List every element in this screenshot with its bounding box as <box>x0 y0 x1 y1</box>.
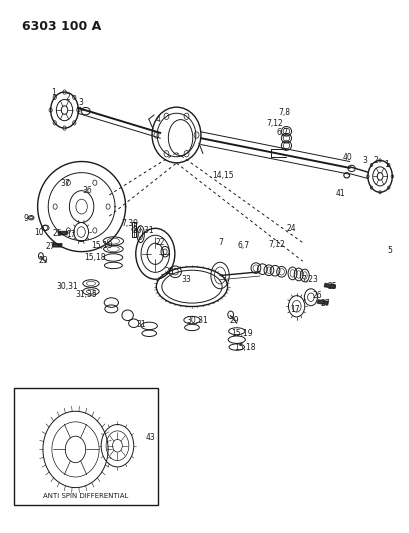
Text: 2: 2 <box>373 156 378 165</box>
Text: 3: 3 <box>362 156 366 165</box>
Text: 28: 28 <box>164 268 174 276</box>
Text: 4: 4 <box>155 115 160 124</box>
Text: 6,7: 6,7 <box>276 128 288 138</box>
Text: 20,31: 20,31 <box>132 227 153 236</box>
Text: 41: 41 <box>335 189 344 198</box>
Text: 6,7: 6,7 <box>237 241 249 250</box>
Bar <box>13 389 158 505</box>
Text: 25: 25 <box>52 229 62 238</box>
Text: 14,15: 14,15 <box>212 171 234 180</box>
Text: 7,12: 7,12 <box>267 240 284 249</box>
Text: 7,39: 7,39 <box>121 219 138 228</box>
Text: 3: 3 <box>78 98 83 107</box>
Text: 17: 17 <box>66 230 76 239</box>
Text: 36: 36 <box>83 185 92 195</box>
Text: 7,23: 7,23 <box>301 275 318 284</box>
Polygon shape <box>324 284 335 288</box>
Text: 1: 1 <box>51 88 55 97</box>
Text: 15,18: 15,18 <box>84 253 106 262</box>
Text: 31: 31 <box>136 320 146 329</box>
Polygon shape <box>317 300 328 305</box>
Text: 9: 9 <box>23 214 28 223</box>
Text: 29: 29 <box>38 256 48 265</box>
Text: 2: 2 <box>65 93 70 102</box>
Text: 6303 100 A: 6303 100 A <box>22 20 101 33</box>
Text: 29: 29 <box>229 316 239 325</box>
Text: 7: 7 <box>218 238 222 247</box>
Text: 43: 43 <box>145 433 155 442</box>
Text: 37: 37 <box>60 179 70 188</box>
Text: 10: 10 <box>34 228 44 237</box>
Bar <box>131 222 135 237</box>
Text: 22: 22 <box>155 238 164 247</box>
Text: 27: 27 <box>45 243 55 252</box>
Text: 25: 25 <box>326 282 336 291</box>
Text: 30,31: 30,31 <box>186 316 207 325</box>
Text: 15,19: 15,19 <box>230 329 252 338</box>
Text: 17: 17 <box>289 305 299 314</box>
Text: 30,31: 30,31 <box>57 281 79 290</box>
Text: ANTI SPIN DIFFERENTIAL: ANTI SPIN DIFFERENTIAL <box>43 492 128 499</box>
Text: 15,18: 15,18 <box>233 343 255 352</box>
Text: 27: 27 <box>319 299 329 308</box>
Text: 26: 26 <box>311 291 321 300</box>
Text: 15,19: 15,19 <box>91 241 113 250</box>
Text: 7,8: 7,8 <box>278 108 290 117</box>
Text: 40: 40 <box>342 154 352 163</box>
Text: 33: 33 <box>181 274 191 284</box>
Text: 5: 5 <box>387 246 392 255</box>
Text: 1: 1 <box>383 160 388 169</box>
Text: 24: 24 <box>286 224 295 233</box>
Text: 7,12: 7,12 <box>266 119 283 128</box>
Text: 31,35: 31,35 <box>75 290 97 299</box>
Polygon shape <box>52 244 62 247</box>
Polygon shape <box>58 231 67 235</box>
